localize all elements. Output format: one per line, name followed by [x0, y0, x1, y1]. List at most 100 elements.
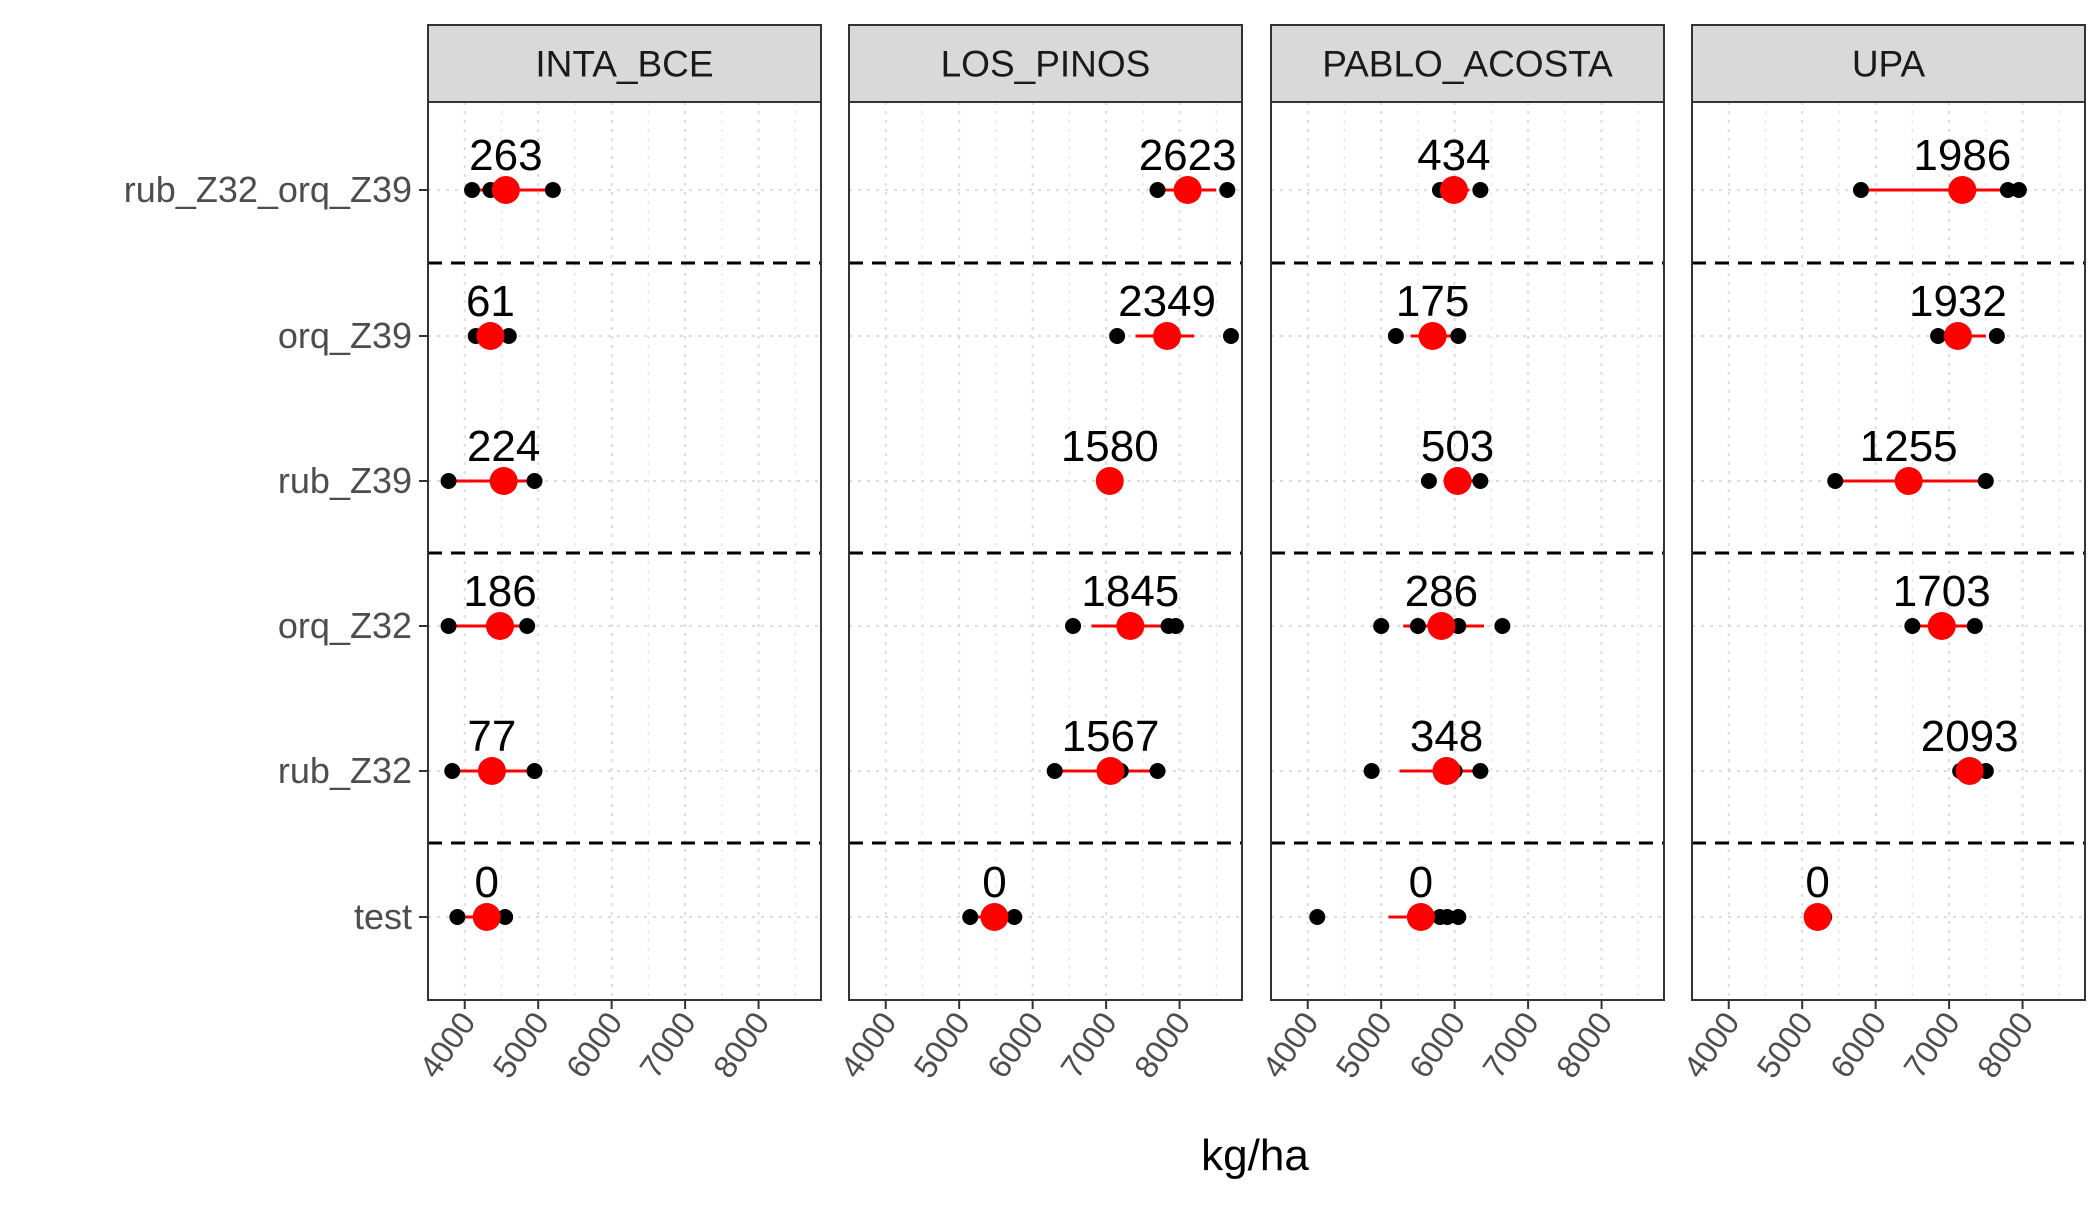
observation-point [1149, 182, 1166, 198]
mean-point [1406, 903, 1435, 931]
y-tick-label: orq_Z32 [278, 605, 412, 646]
data-label: 61 [466, 277, 515, 326]
data-label: 0 [1409, 858, 1433, 907]
x-tick-label: 7000 [1054, 1005, 1124, 1084]
observation-point [1450, 328, 1467, 344]
grid-layer [428, 102, 2085, 1000]
y-tick-label: rub_Z32_orq_Z39 [124, 169, 412, 210]
mean-point [1955, 757, 1984, 785]
x-tick-label: 4000 [412, 1005, 482, 1084]
facet-title: PABLO_ACOSTA [1322, 44, 1613, 85]
frame-layer: INTA_BCE LOS_PINOS PABLO_ACOSTA UPA [427, 24, 2086, 1001]
separator-layer [428, 261, 2085, 845]
panel-frame [1270, 101, 1665, 1001]
observation-point [1904, 618, 1921, 634]
facet-title: INTA_BCE [535, 44, 713, 85]
observation-point [1167, 618, 1184, 634]
observation-point [1988, 328, 2005, 344]
mean-point [1803, 903, 1832, 931]
data-label: 1580 [1061, 422, 1159, 471]
mean-point [1894, 467, 1923, 495]
x-tick-label: 6000 [1402, 1005, 1472, 1084]
mean-point [1439, 176, 1468, 204]
observation-point [1149, 763, 1166, 779]
observation-point [500, 328, 517, 344]
mean-point [1096, 757, 1125, 785]
x-tick-label: 4000 [1255, 1005, 1325, 1084]
mean-layer [472, 176, 1984, 931]
data-label: 2349 [1118, 277, 1216, 326]
observation-point [1387, 328, 1404, 344]
data-label: 434 [1417, 131, 1490, 180]
data-label: 2623 [1139, 131, 1237, 180]
observation-point [1472, 763, 1489, 779]
x-tick-label: 5000 [486, 1005, 556, 1084]
observation-point [449, 909, 466, 925]
mean-point [1427, 612, 1456, 640]
x-tick-label: 7000 [633, 1005, 703, 1084]
mean-point [1173, 176, 1202, 204]
data-label: 186 [463, 567, 536, 616]
observation-point [497, 909, 514, 925]
observation-point [1966, 618, 1983, 634]
label-layer: 263 61 224 186 77 0 2623 2349 1580 1845 1567 0 434 17… [463, 131, 2018, 907]
observation-point [1065, 618, 1082, 634]
observation-point [1827, 473, 1844, 489]
mean-point [1943, 322, 1972, 350]
observation-point [1472, 473, 1489, 489]
observation-point [962, 909, 979, 925]
observation-point [444, 763, 461, 779]
observation-point [1222, 328, 1239, 344]
observation-point [1439, 909, 1456, 925]
x-tick-label: 8000 [1549, 1005, 1619, 1084]
observation-point [1420, 473, 1437, 489]
data-label: 348 [1410, 712, 1483, 761]
data-label: 0 [982, 858, 1006, 907]
observation-point [1852, 182, 1869, 198]
x-tick-label: 6000 [980, 1005, 1050, 1084]
mean-point [491, 176, 520, 204]
x-tick-label: 5000 [1750, 1005, 1820, 1084]
data-label: 263 [469, 131, 542, 180]
data-label: 2093 [1921, 712, 2019, 761]
observation-point [1219, 182, 1236, 198]
observation-point [1363, 763, 1380, 779]
facet-strip [1270, 24, 1665, 103]
observation-point [1977, 473, 1994, 489]
y-tick-label: orq_Z39 [278, 315, 412, 356]
mean-point [1095, 467, 1124, 495]
mean-point [1443, 467, 1472, 495]
mean-point [1418, 322, 1447, 350]
observation-point [1373, 618, 1390, 634]
x-tick-label: 7000 [1897, 1005, 1967, 1084]
observation-point [1309, 909, 1326, 925]
observation-point [440, 618, 457, 634]
data-label: 1986 [1913, 131, 2011, 180]
mean-point [1432, 757, 1461, 785]
data-label: 1845 [1081, 567, 1179, 616]
mean-point [489, 467, 518, 495]
data-label: 1703 [1893, 567, 1991, 616]
data-label: 1255 [1860, 422, 1958, 471]
panel-frame [848, 101, 1243, 1001]
x-tick-label: 4000 [833, 1005, 903, 1084]
axes-layer: 4000 5000 6000 7000 8000 4000 5000 6000 7000 8000… [124, 169, 2040, 1084]
observation-point [1006, 909, 1023, 925]
observation-point [1046, 763, 1063, 779]
mean-point [980, 903, 1009, 931]
y-tick-label: test [354, 896, 412, 937]
data-label: 224 [467, 422, 540, 471]
data-label: 1932 [1909, 277, 2007, 326]
observation-point [2010, 182, 2027, 198]
observation-point [1999, 182, 2016, 198]
observation-point [1409, 618, 1426, 634]
x-tick-label: 5000 [1329, 1005, 1399, 1084]
mean-point [1153, 322, 1182, 350]
x-tick-label: 4000 [1676, 1005, 1746, 1084]
facet-title: LOS_PINOS [941, 44, 1151, 85]
mean-point [1948, 176, 1977, 204]
observation-point [1472, 182, 1489, 198]
observation-point [526, 763, 543, 779]
